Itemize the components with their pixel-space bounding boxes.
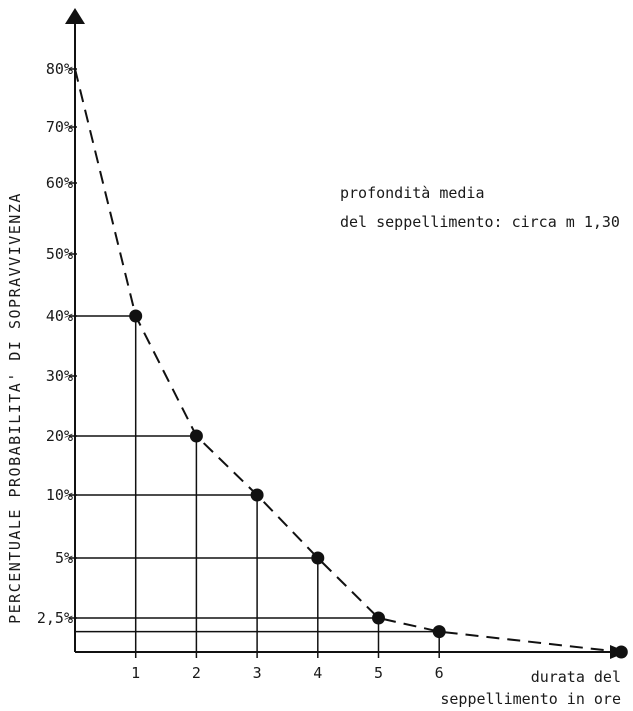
y-tick-label-6: 20%	[46, 427, 73, 445]
data-points	[129, 309, 628, 659]
x-axis-label-line-1: durata del	[531, 668, 621, 686]
y-tick-label-7: 10%	[46, 486, 73, 504]
guide-lines	[75, 315, 440, 652]
data-point-4	[372, 611, 385, 625]
data-point-6	[614, 645, 628, 659]
x-axis-label-line-2: seppellimento in ore	[440, 690, 621, 708]
y-tick-label-2: 60%	[46, 174, 73, 192]
x-tick-label-1: 2	[192, 664, 201, 682]
x-ticks: 1 2 3 4 5 6	[131, 652, 444, 682]
y-axis-arrow	[65, 8, 85, 24]
y-axis-label: PERCENTUALE PROBABILITA' DI SOPRAVVIVENZ…	[6, 192, 24, 624]
y-tick-label-0: 80%	[46, 60, 73, 78]
data-point-3	[311, 551, 325, 565]
data-point-1	[189, 429, 203, 443]
x-tick-label-0: 1	[131, 664, 140, 682]
x-tick-label-2: 3	[253, 664, 262, 682]
y-ticks: 80% 70% 60% 50% 40% 30% 20% 10% 5% 2,5%	[37, 60, 77, 627]
y-tick-label-8: 5%	[55, 549, 73, 567]
annotation-line-2: del seppellimento: circa m 1,30	[340, 213, 620, 231]
axes	[65, 8, 627, 659]
x-tick-label-4: 5	[374, 664, 383, 682]
x-tick-label-3: 4	[313, 664, 322, 682]
y-tick-label-4: 40%	[46, 307, 73, 325]
survival-curve	[74, 68, 622, 653]
y-tick-label-5: 30%	[46, 367, 73, 385]
data-point-2	[250, 488, 264, 502]
annotation-line-1: profondità media	[340, 184, 485, 202]
data-point-5	[432, 625, 446, 639]
y-tick-label-9: 2,5%	[37, 609, 73, 627]
y-tick-label-1: 70%	[46, 118, 73, 136]
data-point-0	[129, 309, 143, 323]
x-tick-label-5: 6	[435, 664, 444, 682]
y-tick-label-3: 50%	[46, 245, 73, 263]
